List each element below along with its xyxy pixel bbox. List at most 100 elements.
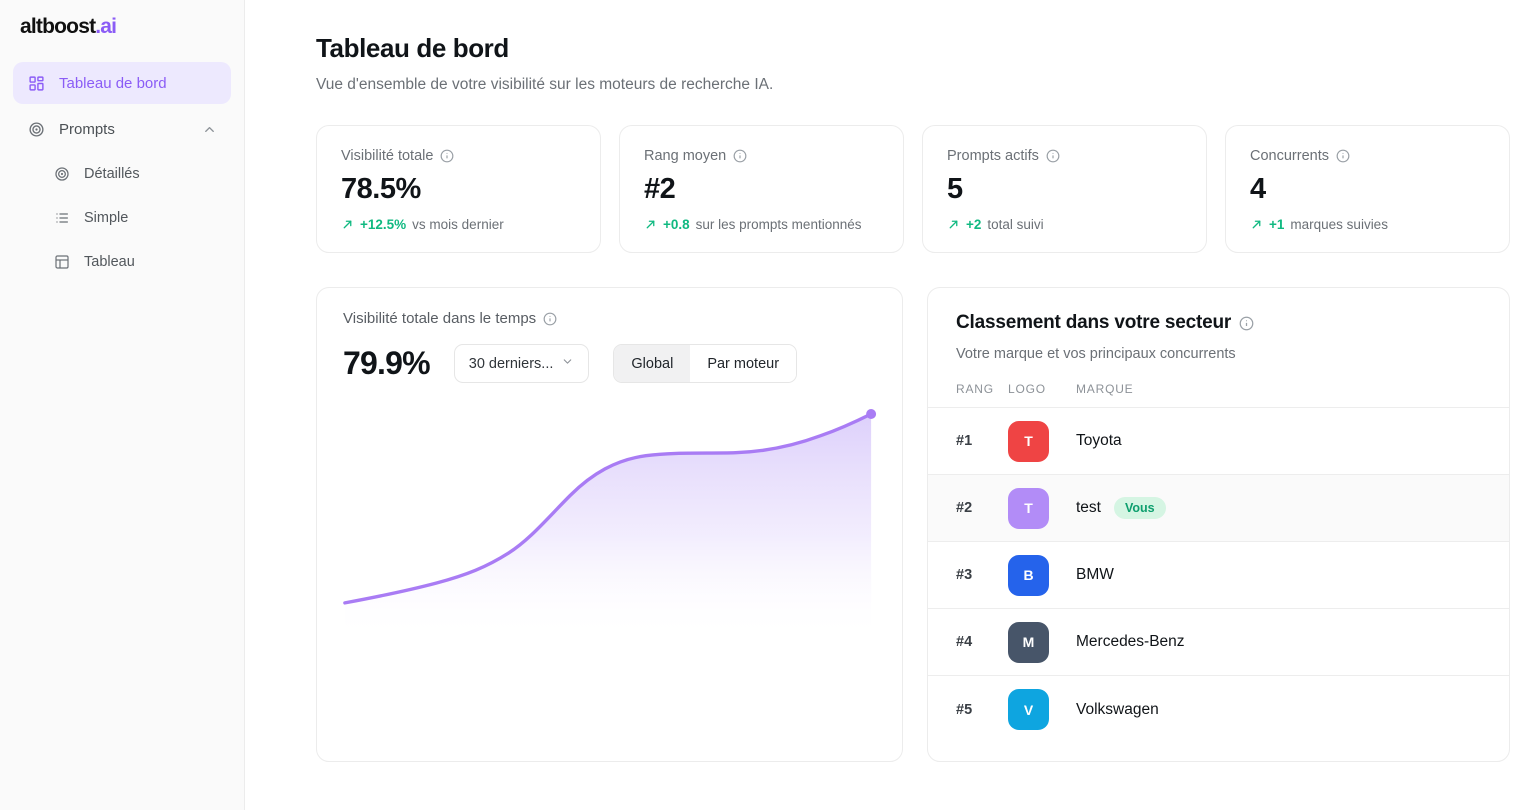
kpi-delta: +2 total suivi	[947, 217, 1182, 232]
page-subtitle: Vue d'ensemble de votre visibilité sur l…	[316, 75, 774, 93]
table-row[interactable]: #1 T Toyota	[928, 408, 1509, 476]
kpi-value: #2	[644, 172, 676, 205]
info-icon[interactable]	[543, 312, 557, 326]
kpi-card-prompts-actifs: Prompts actifs 5 +2 total suivi	[922, 124, 1207, 254]
industry-ranking-card: Classement dans votre secteur Votre marq…	[927, 287, 1510, 763]
trend-up-icon	[947, 218, 960, 231]
row-brand-cell: BMW	[1076, 566, 1481, 584]
sidebar-item-label: Tableau de bord	[59, 74, 167, 92]
kpi-delta: +1 marques suivies	[1250, 217, 1485, 232]
sidebar-item-label: Prompts	[59, 120, 115, 138]
sidebar-item-tableau-de-bord[interactable]: Tableau de bord	[13, 62, 231, 104]
kpi-label-text: Prompts actifs	[947, 147, 1039, 164]
row-logo-cell: T	[1008, 487, 1076, 529]
row-logo-cell: V	[1008, 689, 1076, 731]
row-rank: #2	[956, 500, 973, 517]
chevron-up-icon[interactable]	[202, 122, 217, 137]
chart-area-fill	[344, 414, 872, 638]
kpi-card-rang-moyen: Rang moyen #2 +0.8 sur les prompts menti…	[619, 124, 904, 254]
kpi-card-concurrents: Concurrents 4 +1 marques suivies	[1225, 124, 1510, 254]
kpi-label-text: Rang moyen	[644, 147, 727, 164]
column-header-rang: RANG	[956, 382, 994, 397]
sidebar-item-tableau[interactable]: Tableau	[39, 242, 231, 282]
chart-current-value: 79.9%	[343, 345, 431, 382]
date-range-value: 30 derniers...	[468, 355, 554, 372]
chart-svg	[343, 409, 877, 638]
chart-title-text: Visibilité totale dans le temps	[343, 310, 537, 328]
row-rank: #4	[956, 634, 973, 651]
view-mode-segmented-control: Global Par moteur	[613, 344, 798, 384]
avatar: T	[1008, 487, 1049, 529]
kpi-delta-amount: +2	[966, 217, 982, 233]
row-brand-cell: test Vous	[1076, 497, 1481, 520]
trend-up-icon	[644, 218, 657, 231]
segment-global[interactable]: Global	[614, 345, 691, 383]
sidebar-subnav: Détaillés Simple	[13, 154, 231, 282]
kpi-delta-amount: +0.8	[663, 217, 690, 233]
main-content: Tableau de bord Vue d'ensemble de votre …	[245, 0, 1530, 810]
row-brand-name: Mercedes-Benz	[1076, 633, 1185, 651]
kpi-delta-amount: +12.5%	[360, 217, 407, 233]
avatar: T	[1008, 420, 1049, 462]
kpi-delta-note: vs mois dernier	[412, 217, 504, 233]
page-title: Tableau de bord	[316, 33, 509, 63]
app-logo[interactable]: altboost.ai	[0, 0, 244, 52]
lower-grid: Visibilité totale dans le temps 79.9% 30…	[316, 287, 1510, 763]
table-row[interactable]: #2 T test Vous	[928, 475, 1509, 543]
logo-accent: .ai	[95, 15, 117, 38]
status-badge: Vous	[1113, 497, 1166, 520]
segment-par-moteur[interactable]: Par moteur	[690, 345, 797, 383]
visibility-chart-card: Visibilité totale dans le temps 79.9% 30…	[316, 287, 903, 763]
table-row[interactable]: #3 B BMW	[928, 542, 1509, 610]
sidebar-item-detailles[interactable]: Détaillés	[39, 154, 231, 194]
row-brand-cell: Toyota	[1076, 432, 1481, 450]
row-brand-cell: Mercedes-Benz	[1076, 633, 1481, 651]
kpi-delta: +12.5% vs mois dernier	[341, 217, 576, 232]
info-icon[interactable]	[440, 149, 454, 163]
ranking-title-text: Classement dans votre secteur	[956, 312, 1232, 334]
kpi-label-text: Concurrents	[1250, 147, 1329, 164]
list-icon	[53, 209, 71, 227]
kpi-label: Concurrents	[1250, 148, 1485, 164]
kpi-label-text: Visibilité totale	[341, 147, 434, 164]
avatar: M	[1008, 621, 1049, 663]
kpi-value: 78.5%	[341, 172, 421, 205]
target-icon	[53, 165, 71, 183]
row-rank: #3	[956, 567, 973, 584]
trend-up-icon	[341, 218, 354, 231]
row-logo-cell: M	[1008, 621, 1076, 663]
table-row[interactable]: #5 V Volkswagen	[928, 676, 1509, 743]
table-row[interactable]: #4 M Mercedes-Benz	[928, 609, 1509, 677]
sidebar-item-prompts[interactable]: Prompts	[13, 108, 231, 150]
chart-line	[343, 412, 873, 606]
ranking-header: Classement dans votre secteur Votre marq…	[928, 288, 1509, 362]
kpi-delta: +0.8 sur les prompts mentionnés	[644, 217, 879, 232]
logo-text: altboost.ai	[20, 15, 117, 38]
trend-up-icon	[1250, 218, 1263, 231]
sidebar-subitem-label: Simple	[84, 210, 129, 226]
kpi-delta-note: total suivi	[987, 217, 1044, 233]
kpi-cards: Visibilité totale 78.5% +12.5% vs mois d…	[316, 124, 1510, 254]
visibility-area-chart[interactable]	[317, 408, 902, 761]
kpi-label: Prompts actifs	[947, 148, 1182, 164]
sidebar-item-simple[interactable]: Simple	[39, 198, 231, 238]
column-header-marque: MARQUE	[1076, 382, 1134, 397]
row-brand-cell: Volkswagen	[1076, 701, 1481, 719]
sidebar: altboost.ai Tableau de bord Pro	[0, 0, 245, 810]
kpi-label: Visibilité totale	[341, 148, 576, 164]
row-brand-name: BMW	[1076, 566, 1114, 584]
row-rank: #1	[956, 433, 973, 450]
info-icon[interactable]	[1046, 149, 1060, 163]
chevron-down-icon	[561, 355, 574, 372]
info-icon[interactable]	[1239, 316, 1254, 331]
sidebar-subitem-label: Tableau	[84, 254, 135, 270]
info-icon[interactable]	[733, 149, 747, 163]
chart-last-point-marker	[866, 409, 877, 420]
info-icon[interactable]	[1336, 149, 1350, 163]
kpi-value: 4	[1250, 172, 1266, 205]
kpi-delta-note: sur les prompts mentionnés	[695, 217, 862, 233]
date-range-select[interactable]: 30 derniers...	[453, 344, 590, 384]
sidebar-nav: Tableau de bord Prompts	[0, 52, 244, 282]
avatar: V	[1008, 689, 1049, 731]
